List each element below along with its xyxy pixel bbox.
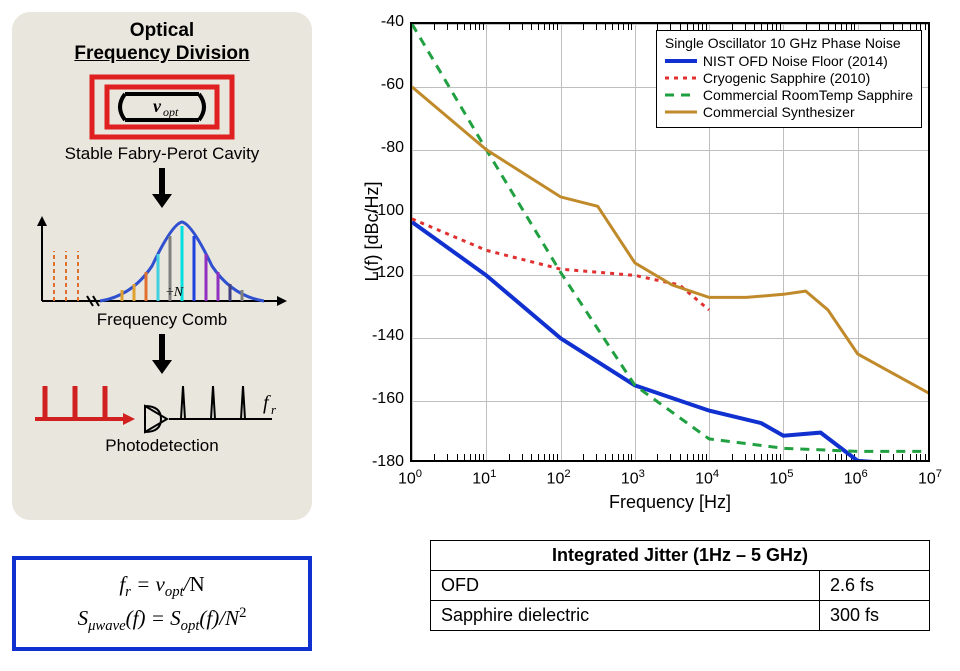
svg-text:r: r — [271, 402, 277, 417]
x-tick-label: 103 — [621, 468, 645, 488]
series-line — [412, 87, 930, 395]
equation-box: fr = νopt/N Sμwave(f) = Sopt(f)/N2 — [12, 556, 312, 651]
ofd-diagram-panel: Optical Frequency Division ν opt Stable … — [12, 12, 312, 520]
legend-row: NIST OFD Noise Floor (2014) — [665, 53, 913, 69]
jitter-table: Integrated Jitter (1Hz – 5 GHz) OFD2.6 f… — [430, 540, 930, 631]
x-axis-label: Frequency [Hz] — [410, 492, 930, 513]
series-line — [412, 222, 930, 462]
phase-noise-chart: Single Oscillator 10 GHz Phase Noise NIS… — [340, 12, 948, 512]
svg-text:÷N: ÷N — [166, 285, 184, 300]
plot-area: Single Oscillator 10 GHz Phase Noise NIS… — [410, 22, 930, 462]
legend-label: NIST OFD Noise Floor (2014) — [703, 53, 888, 69]
legend-swatch — [665, 54, 697, 68]
stage2-label: Frequency Comb — [20, 310, 304, 330]
x-tick-label: 104 — [695, 468, 719, 488]
legend-row: Commercial RoomTemp Sapphire — [665, 87, 913, 103]
x-tick-label: 105 — [769, 468, 793, 488]
title-line1: Optical — [130, 20, 194, 41]
y-tick-label: -180 — [348, 453, 404, 471]
jitter-title: Integrated Jitter (1Hz – 5 GHz) — [431, 541, 930, 571]
legend-swatch — [665, 88, 697, 102]
svg-text:ν: ν — [153, 96, 162, 116]
x-tick-label: 107 — [918, 468, 942, 488]
legend-row: Commercial Synthesizer — [665, 104, 913, 120]
table-row: Sapphire dielectric300 fs — [431, 601, 930, 631]
x-tick-label: 100 — [398, 468, 422, 488]
y-tick-label: -60 — [348, 76, 404, 94]
jitter-value: 300 fs — [820, 601, 930, 631]
y-tick-label: -40 — [348, 13, 404, 31]
x-tick-label: 101 — [472, 468, 496, 488]
photodetection-icon: f r — [27, 374, 297, 434]
arrow-down-icon — [142, 166, 182, 210]
legend-swatch — [665, 71, 697, 85]
left-column: Optical Frequency Division ν opt Stable … — [12, 12, 312, 520]
y-tick-label: -160 — [348, 390, 404, 408]
jitter-value: 2.6 fs — [820, 571, 930, 601]
jitter-label: Sapphire dielectric — [431, 601, 820, 631]
svg-text:f: f — [263, 392, 271, 414]
legend-label: Commercial Synthesizer — [703, 104, 855, 120]
frequency-comb-icon: ÷N — [32, 206, 292, 316]
legend-title: Single Oscillator 10 GHz Phase Noise — [665, 35, 913, 51]
jitter-label: OFD — [431, 571, 820, 601]
equation-2: Sμwave(f) = Sopt(f)/N2 — [20, 603, 304, 637]
diagram-title: Optical Frequency Division — [20, 20, 304, 66]
x-tick-label: 106 — [844, 468, 868, 488]
table-row: OFD2.6 fs — [431, 571, 930, 601]
legend-label: Cryogenic Sapphire (2010) — [703, 70, 870, 86]
arrow-down-2-icon — [142, 332, 182, 376]
legend-swatch — [665, 105, 697, 119]
stage3-label: Photodetection — [20, 436, 304, 456]
legend-label: Commercial RoomTemp Sapphire — [703, 87, 913, 103]
cavity-icon: ν opt — [87, 72, 237, 142]
x-tick-label: 102 — [547, 468, 571, 488]
svg-text:opt: opt — [163, 105, 179, 119]
stage1-label: Stable Fabry-Perot Cavity — [20, 144, 304, 164]
equation-1: fr = νopt/N — [20, 570, 304, 603]
series-line — [412, 219, 709, 310]
title-line2: Frequency Division — [74, 43, 249, 64]
y-axis-label: L(f) [dBc/Hz] — [362, 132, 383, 332]
chart-legend: Single Oscillator 10 GHz Phase Noise NIS… — [656, 30, 922, 128]
legend-row: Cryogenic Sapphire (2010) — [665, 70, 913, 86]
right-column: Single Oscillator 10 GHz Phase Noise NIS… — [340, 12, 948, 512]
